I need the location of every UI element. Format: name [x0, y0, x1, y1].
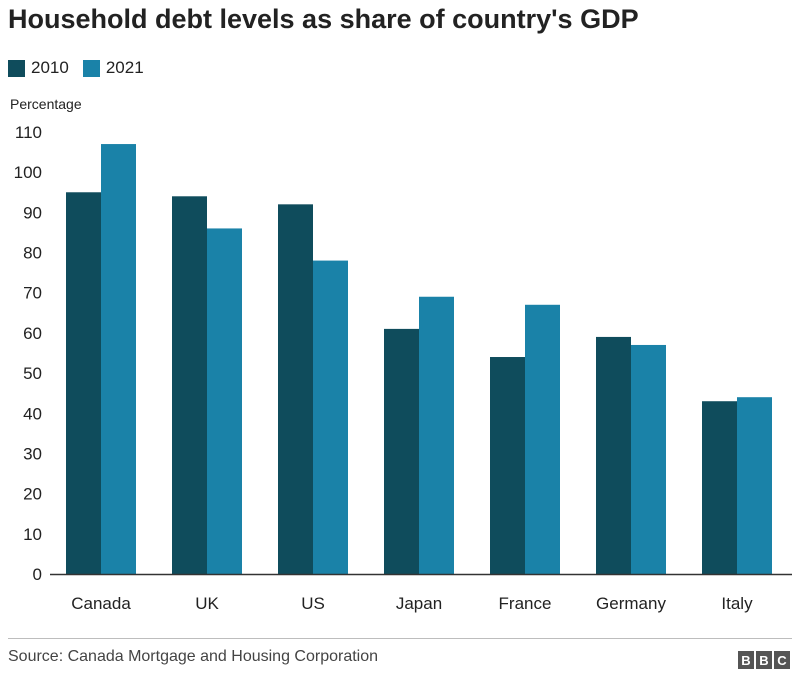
- bar-uk-2010: [172, 196, 207, 575]
- y-tick-label: 60: [23, 324, 42, 343]
- legend-swatch-2021: [82, 59, 100, 77]
- bar-france-2010: [490, 357, 525, 574]
- bar-italy-2010: [702, 401, 737, 574]
- bar-canada-2021: [101, 144, 136, 574]
- y-tick-label: 80: [23, 244, 42, 263]
- y-tick-label: 50: [23, 364, 42, 383]
- x-tick-label: Japan: [396, 594, 442, 613]
- y-tick-label: 10: [23, 525, 42, 544]
- legend: 2010 2021: [8, 58, 158, 78]
- x-tick-label: Canada: [71, 594, 131, 613]
- bar-japan-2021: [419, 296, 454, 574]
- y-tick-label: 110: [15, 123, 42, 142]
- source-note: Source: Canada Mortgage and Housing Corp…: [8, 648, 379, 665]
- bar-france-2021: [525, 304, 560, 574]
- x-tick-label: France: [499, 594, 552, 613]
- x-tick-label: UK: [195, 594, 219, 613]
- y-tick-label: 0: [33, 565, 42, 584]
- chart-title: Household debt levels as share of countr…: [8, 4, 639, 34]
- x-tick-label: Germany: [596, 594, 666, 613]
- legend-item-2010: 2010: [8, 58, 69, 78]
- logo-letter-b2: B: [756, 651, 772, 669]
- logo-letter-c: C: [774, 651, 790, 669]
- bar-chart: Percentage 0 10 20 30 40 50 60 70 80 90 100 110 Canad…: [10, 96, 792, 613]
- bar-germany-2010: [596, 336, 631, 574]
- legend-swatch-2010: [8, 59, 25, 77]
- x-tick-label: US: [301, 594, 325, 613]
- legend-item-2021: 2021: [82, 58, 144, 78]
- footer-divider: [8, 638, 792, 639]
- bar-germany-2021: [631, 344, 666, 574]
- y-tick-label: 20: [23, 485, 42, 504]
- y-tick-label: 90: [23, 203, 42, 222]
- bar-italy-2021: [737, 397, 772, 574]
- bar-us-2021: [313, 260, 348, 574]
- y-tick-label: 30: [23, 444, 42, 463]
- y-tick-label: 100: [14, 163, 42, 182]
- bar-us-2010: [278, 204, 313, 574]
- logo-letter-b1: B: [738, 651, 754, 669]
- bar-canada-2010: [66, 192, 101, 574]
- bbc-logo: B B C: [736, 651, 790, 669]
- y-tick-label: 70: [23, 284, 42, 303]
- legend-label-2010: 2010: [31, 58, 69, 77]
- legend-label-2021: 2021: [105, 58, 144, 77]
- y-axis-label: Percentage: [10, 96, 82, 112]
- y-tick-label: 40: [23, 404, 42, 423]
- x-tick-label: Italy: [721, 594, 753, 613]
- bar-japan-2010: [384, 328, 419, 574]
- bar-uk-2021: [207, 228, 242, 574]
